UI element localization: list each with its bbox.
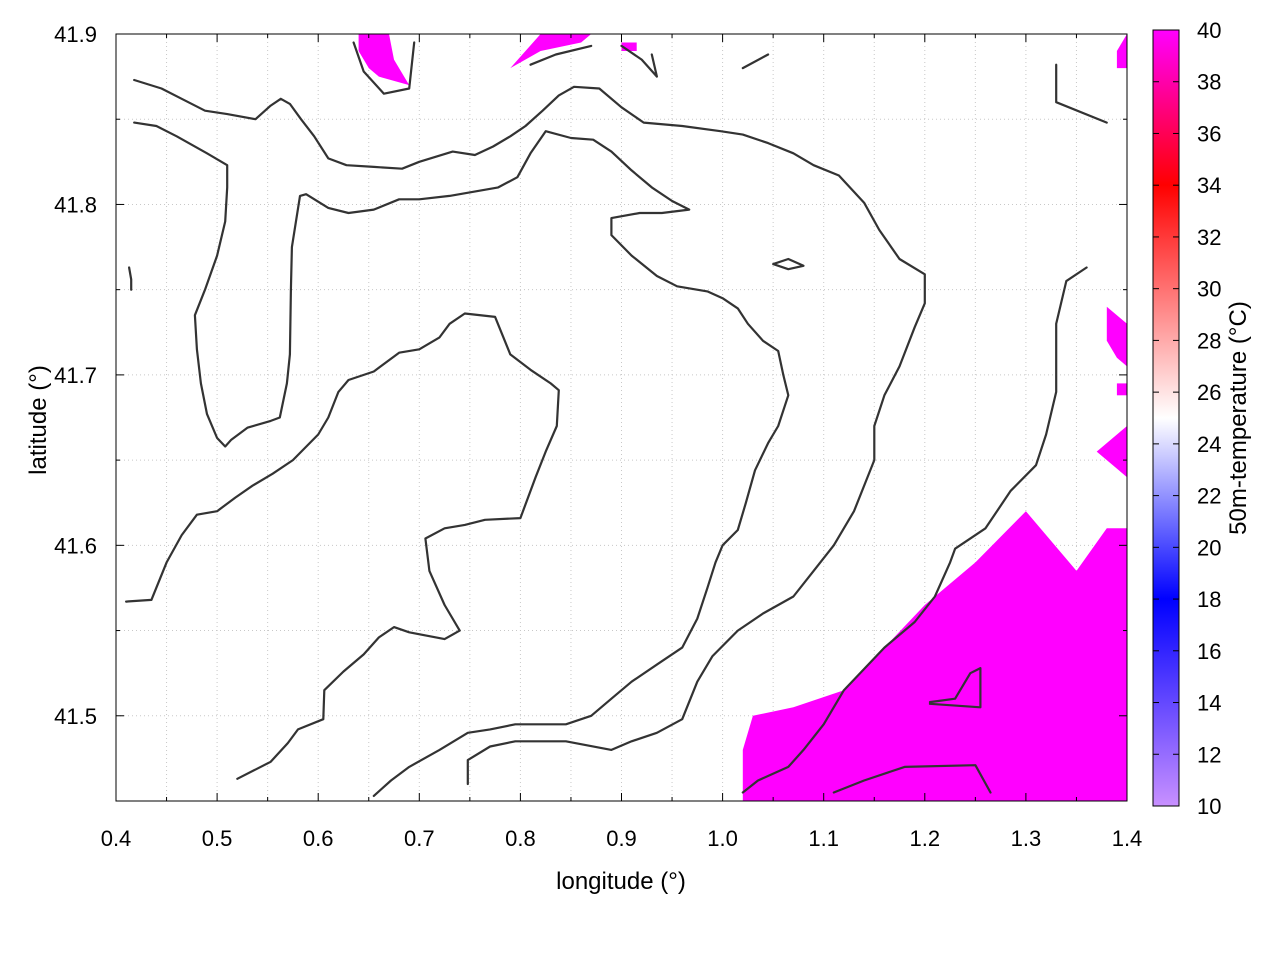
x-tick-label: 0.5 bbox=[202, 826, 233, 851]
fill-region-east-c bbox=[1116, 383, 1127, 396]
colorbar-tick-label: 24 bbox=[1197, 432, 1221, 457]
colorbar-tick-label: 28 bbox=[1197, 328, 1221, 353]
x-tick-label: 0.8 bbox=[505, 826, 536, 851]
x-tick-label: 0.9 bbox=[606, 826, 637, 851]
contour-line bbox=[352, 41, 416, 95]
contour-lines bbox=[124, 41, 1108, 798]
contour-line bbox=[529, 44, 593, 66]
x-tick-labels: 0.4 0.5 0.6 0.7 0.8 0.9 1.0 1.1 1.2 1.3 1.4 bbox=[101, 826, 1143, 851]
y-tick-label: 41.9 bbox=[54, 22, 97, 47]
colorbar-tick-label: 36 bbox=[1197, 121, 1221, 146]
y-tick-label: 41.8 bbox=[54, 192, 97, 217]
x-tick-label: 1.2 bbox=[910, 826, 941, 851]
colorbar-tick-label: 26 bbox=[1197, 380, 1221, 405]
colorbar bbox=[1152, 29, 1180, 807]
contour-line bbox=[620, 44, 659, 78]
contour-line bbox=[124, 312, 560, 780]
contour-line bbox=[133, 78, 926, 786]
colorbar-tick-label: 16 bbox=[1197, 639, 1221, 664]
fill-region-east-b bbox=[1096, 426, 1127, 478]
x-axis-title: longitude (°) bbox=[556, 868, 686, 895]
y-tick-label: 41.6 bbox=[54, 533, 97, 558]
colorbar-tick-labels: 10 12 14 16 18 20 22 24 26 28 30 32 34 36 38 40 bbox=[1197, 18, 1221, 819]
temperature-fill bbox=[358, 34, 1127, 801]
contour-line bbox=[772, 257, 805, 271]
x-tick-label: 1.1 bbox=[808, 826, 839, 851]
colorbar-tick-label: 40 bbox=[1197, 18, 1221, 43]
contour-line bbox=[928, 666, 982, 709]
contour-line bbox=[133, 121, 790, 798]
x-tick-label: 1.4 bbox=[1112, 826, 1143, 851]
contour-line bbox=[741, 53, 770, 70]
axis-ticks bbox=[115, 33, 1128, 801]
contour-line bbox=[832, 764, 992, 794]
colorbar-tick-label: 10 bbox=[1197, 794, 1221, 819]
contour-line bbox=[1055, 63, 1108, 124]
y-tick-label: 41.5 bbox=[54, 704, 97, 729]
colorbar-ticks bbox=[1153, 29, 1179, 807]
colorbar-tick-label: 38 bbox=[1197, 70, 1221, 95]
colorbar-tick-label: 22 bbox=[1197, 484, 1221, 509]
contour-line bbox=[128, 266, 133, 291]
colorbar-tick-label: 30 bbox=[1197, 277, 1221, 302]
x-tick-label: 1.3 bbox=[1011, 826, 1042, 851]
colorbar-tick-label: 34 bbox=[1197, 173, 1221, 198]
fill-region-north-a bbox=[358, 34, 410, 86]
colorbar-tick-label: 14 bbox=[1197, 691, 1221, 716]
contour-line bbox=[741, 266, 1088, 794]
y-tick-label: 41.7 bbox=[54, 363, 97, 388]
colorbar-tick-label: 32 bbox=[1197, 225, 1221, 250]
x-tick-label: 1.0 bbox=[707, 826, 738, 851]
colorbar-tick-label: 20 bbox=[1197, 535, 1221, 560]
fill-region-east-a bbox=[1106, 306, 1127, 367]
grid-lines bbox=[116, 34, 1127, 801]
fill-region-north-d bbox=[1116, 34, 1127, 69]
y-tick-labels: 41.5 41.6 41.7 41.8 41.9 bbox=[54, 22, 97, 729]
fill-region-north-b bbox=[510, 34, 592, 69]
colorbar-title: 50m-temperature (°C) bbox=[1225, 301, 1252, 535]
colorbar-tick-label: 18 bbox=[1197, 587, 1221, 612]
y-axis-title: latitude (°) bbox=[25, 365, 52, 475]
x-tick-label: 0.6 bbox=[303, 826, 334, 851]
fill-region-south-east bbox=[742, 511, 1127, 801]
colorbar-tick-label: 12 bbox=[1197, 742, 1221, 767]
x-tick-label: 0.4 bbox=[101, 826, 132, 851]
x-tick-label: 0.7 bbox=[404, 826, 435, 851]
